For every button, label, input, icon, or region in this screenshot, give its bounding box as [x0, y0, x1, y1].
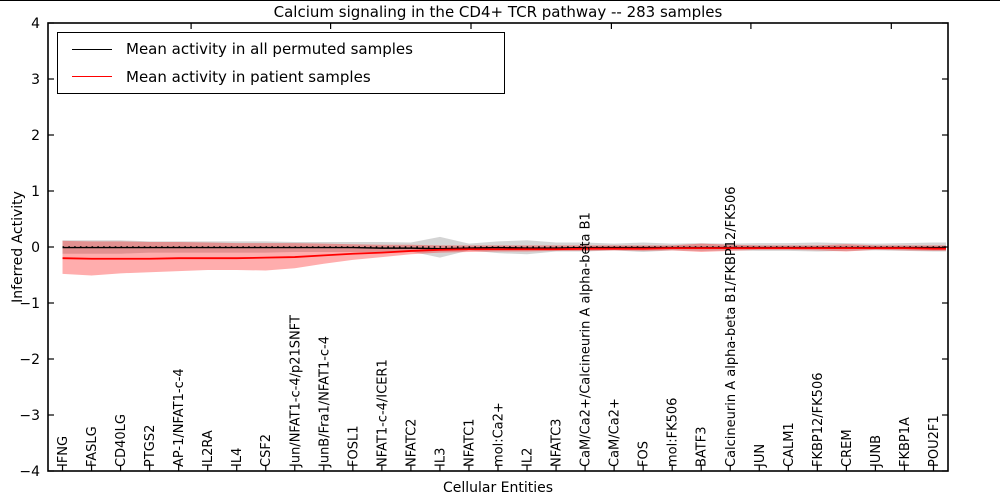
x-tick-label: CREM	[840, 429, 855, 467]
y-tick-label: −2	[19, 352, 40, 368]
x-tick-label: FKBP1A	[898, 417, 913, 467]
x-tick-label: FOS	[637, 441, 652, 467]
x-tick-label: FASLG	[85, 426, 100, 467]
patient-range-band	[62, 240, 947, 276]
x-tick-label: IFNG	[56, 436, 71, 467]
legend-label-permuted: Mean activity in all permuted samples	[126, 40, 413, 59]
x-tick-label: JUNB	[869, 435, 884, 468]
x-tick-label: JUN	[753, 444, 768, 468]
x-tick-label: CALM1	[782, 422, 797, 467]
x-tick-label: Calcineurin A alpha-beta B1/FKBP12/FK506	[724, 187, 739, 467]
legend-entry-patient: Mean activity in patient samples	[72, 64, 504, 90]
y-tick-label: −4	[19, 464, 40, 480]
x-tick-label: NFATC2	[404, 419, 419, 467]
patient-mean-line	[62, 247, 946, 260]
x-tick-label: mol:FK506	[666, 398, 681, 467]
x-tick-label: IL2RA	[201, 430, 216, 467]
x-tick-label: IL4	[230, 448, 245, 467]
y-axis-label: Inferred Activity	[10, 191, 26, 303]
x-tick-label: FKBP12/FK506	[811, 373, 826, 468]
y-tick-label: 3	[31, 72, 40, 88]
chart-title: Calcium signaling in the CD4+ TCR pathwa…	[273, 3, 723, 21]
x-tick-label: NFATC1	[462, 419, 477, 467]
x-tick-label: CD40LG	[114, 414, 129, 467]
x-tick-label: IL3	[433, 448, 448, 467]
y-tick-label: −1	[19, 296, 40, 312]
x-tick-label: POU2F1	[927, 415, 942, 467]
y-tick-label: −3	[19, 408, 40, 424]
x-tick-label: BATF3	[695, 427, 710, 468]
x-tick-label: AP-1/NFAT1-c-4	[172, 368, 187, 467]
x-tick-label: IL2	[521, 448, 536, 467]
y-tick-label: 2	[31, 128, 40, 144]
x-tick-label: mol:Ca2+	[492, 402, 507, 467]
y-tick-label: 0	[31, 240, 40, 256]
x-tick-label: Jun/NFAT1-c-4/p21SNFT	[288, 315, 303, 468]
x-tick-label: CSF2	[259, 434, 274, 467]
legend-label-patient: Mean activity in patient samples	[126, 67, 371, 86]
x-tick-label: FOSL1	[346, 426, 361, 467]
x-tick-label: NFATC3	[550, 419, 565, 467]
patient-line-swatch	[72, 76, 112, 78]
permuted-line-swatch	[72, 48, 112, 50]
x-tick-label: CaM/Ca2+/Calcineurin A alpha-beta B1	[579, 212, 594, 467]
x-tick-label: PTGS2	[143, 425, 158, 467]
legend-entry-permuted: Mean activity in all permuted samples	[72, 36, 504, 62]
x-tick-label: JunB/Fra1/NFAT1-c-4	[317, 336, 332, 468]
y-tick-label: 4	[31, 16, 40, 32]
y-tick-label: 1	[31, 184, 40, 200]
x-tick-label: CaM/Ca2+	[608, 398, 623, 467]
legend: Mean activity in all permuted samples Me…	[57, 32, 505, 94]
x-axis-label: Cellular Entities	[442, 480, 554, 496]
x-tick-label: NFAT1-c-4/ICER1	[375, 359, 390, 467]
